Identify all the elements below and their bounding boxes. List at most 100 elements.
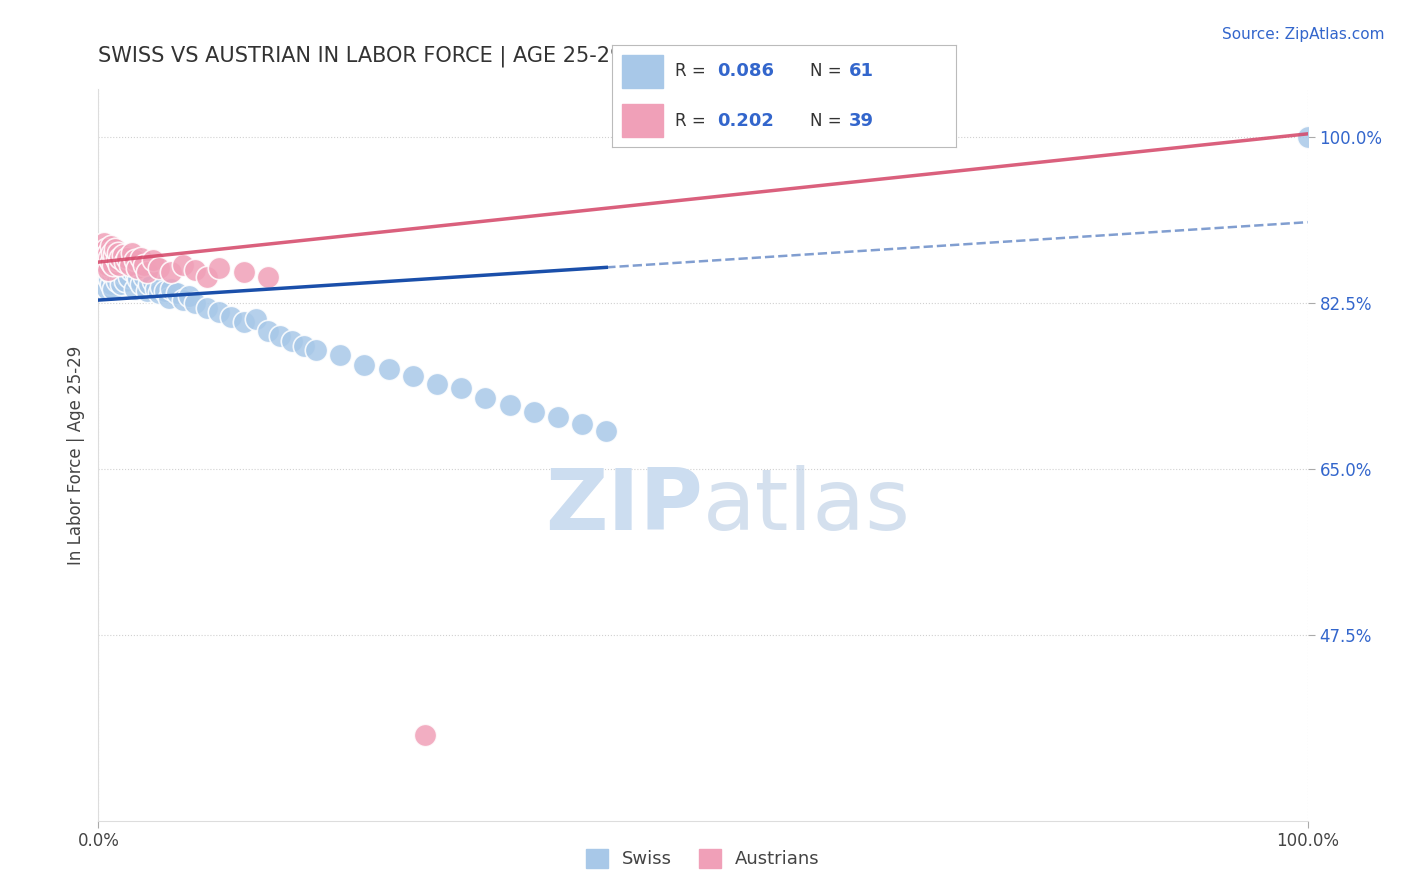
Point	[98, 272, 121, 286]
Point	[413, 728, 436, 742]
Point	[571, 417, 593, 431]
Text: N =: N =	[810, 62, 846, 80]
Point	[125, 268, 148, 282]
Text: 0.202: 0.202	[717, 112, 773, 129]
Point	[160, 264, 183, 278]
Point	[124, 282, 146, 296]
Point	[256, 270, 278, 285]
Point	[135, 264, 157, 278]
Text: N =: N =	[810, 112, 846, 129]
Point	[402, 369, 425, 384]
Point	[184, 296, 207, 310]
Text: SWISS VS AUSTRIAN IN LABOR FORCE | AGE 25-29 CORRELATION CHART: SWISS VS AUSTRIAN IN LABOR FORCE | AGE 2…	[98, 45, 855, 67]
Point	[105, 274, 128, 288]
Point	[269, 329, 291, 343]
Point	[195, 270, 218, 285]
Point	[127, 272, 149, 286]
Point	[103, 264, 125, 278]
Point	[142, 274, 165, 288]
Point	[104, 242, 127, 256]
Point	[100, 255, 122, 269]
Point	[108, 258, 131, 272]
Point	[157, 291, 180, 305]
Point	[498, 398, 520, 412]
Bar	[621, 104, 664, 137]
Point	[292, 339, 315, 353]
Point	[179, 289, 201, 303]
Point	[142, 253, 165, 268]
Point	[208, 260, 231, 275]
Point	[150, 280, 173, 294]
Point	[134, 258, 156, 272]
Point	[98, 252, 121, 266]
Point	[595, 424, 617, 438]
Point	[138, 277, 160, 291]
Point	[117, 252, 139, 266]
Point	[121, 245, 143, 260]
Point	[256, 325, 278, 339]
Point	[153, 284, 176, 298]
Text: 39: 39	[849, 112, 873, 129]
Point	[129, 252, 152, 266]
Point	[124, 253, 146, 268]
Point	[105, 253, 128, 268]
Point	[166, 286, 188, 301]
Point	[148, 260, 170, 275]
Point	[93, 236, 115, 251]
Point	[145, 282, 167, 296]
Text: Source: ZipAtlas.com: Source: ZipAtlas.com	[1222, 27, 1385, 42]
Point	[160, 282, 183, 296]
Y-axis label: In Labor Force | Age 25-29: In Labor Force | Age 25-29	[66, 345, 84, 565]
Point	[120, 262, 142, 277]
Point	[100, 245, 122, 260]
Text: 0.086: 0.086	[717, 62, 773, 80]
Point	[329, 348, 352, 362]
Point	[281, 334, 304, 348]
Point	[184, 262, 207, 277]
Point	[450, 381, 472, 395]
Text: ZIP: ZIP	[546, 465, 703, 548]
Text: R =: R =	[675, 112, 711, 129]
Text: atlas: atlas	[703, 465, 911, 548]
Point	[523, 405, 546, 419]
Point	[377, 362, 399, 376]
Point	[114, 255, 136, 269]
Bar	[621, 55, 664, 87]
Point	[101, 282, 124, 296]
Point	[107, 245, 129, 260]
Point	[474, 391, 496, 405]
Point	[107, 260, 129, 275]
Point	[100, 268, 122, 282]
Point	[111, 258, 134, 272]
Point	[108, 252, 131, 266]
Point	[103, 248, 125, 262]
Point	[148, 286, 170, 301]
Point	[97, 262, 120, 277]
Point	[91, 248, 114, 262]
Point	[1296, 129, 1319, 144]
Point	[426, 376, 449, 391]
Text: R =: R =	[675, 62, 711, 80]
Point	[96, 282, 118, 296]
Point	[100, 258, 122, 272]
Point	[100, 277, 122, 291]
Point	[118, 270, 141, 285]
Point	[172, 258, 194, 272]
Point	[93, 253, 115, 268]
Point	[108, 253, 131, 268]
Point	[96, 248, 118, 262]
Point	[232, 315, 254, 329]
Point	[172, 293, 194, 307]
Point	[195, 301, 218, 315]
Point	[110, 277, 132, 291]
Point	[114, 274, 136, 288]
Text: 61: 61	[849, 62, 873, 80]
Point	[135, 284, 157, 298]
Point	[94, 253, 117, 268]
Point	[108, 269, 131, 284]
Point	[208, 305, 231, 319]
Point	[94, 268, 117, 282]
Point	[96, 258, 118, 272]
Point	[97, 245, 120, 260]
Point	[97, 262, 120, 277]
